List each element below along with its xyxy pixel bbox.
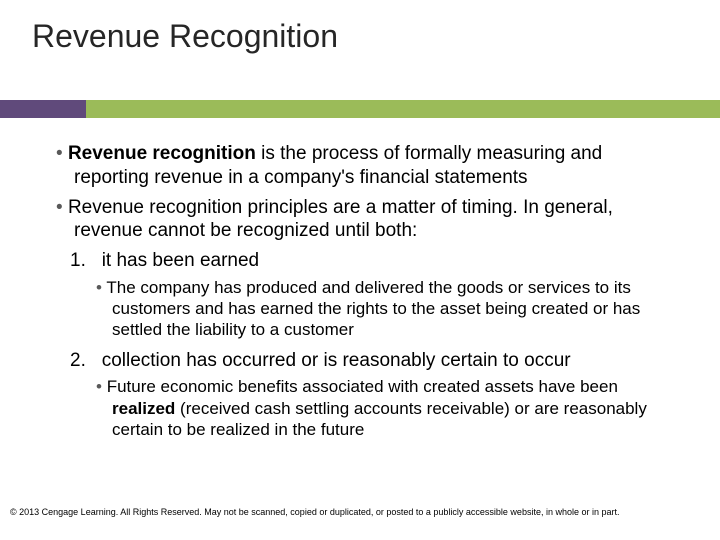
accent-bar: [0, 100, 720, 118]
sub-bullet-2b: (received cash settling accounts receiva…: [112, 399, 647, 439]
numbered-2-text: collection has occurred or is reasonably…: [102, 350, 571, 371]
numbered-2-num: 2.: [70, 350, 86, 371]
numbered-1-num: 1.: [70, 250, 86, 271]
slide: { "title": "Revenue Recognition", "accen…: [0, 0, 720, 540]
numbered-1: 1. it has been earned: [56, 249, 676, 273]
sub-bullet-2: Future economic benefits associated with…: [74, 376, 676, 440]
copyright-text: © 2013 Cengage Learning. All Rights Rese…: [10, 507, 710, 518]
sub-bullet-2-bold: realized: [112, 399, 175, 418]
slide-body: Revenue recognition is the process of fo…: [56, 142, 676, 448]
bullet-2: Revenue recognition principles are a mat…: [56, 196, 676, 244]
sub-bullet-1: The company has produced and delivered t…: [74, 277, 676, 341]
sub-bullet-2a: Future economic benefits associated with…: [107, 377, 618, 396]
slide-title: Revenue Recognition: [0, 0, 720, 55]
accent-purple: [0, 100, 86, 118]
bullet-1-lead: Revenue recognition: [68, 143, 256, 164]
numbered-1-text: it has been earned: [102, 250, 259, 271]
numbered-2: 2. collection has occurred or is reasona…: [56, 349, 676, 373]
accent-olive: [86, 100, 720, 118]
bullet-1: Revenue recognition is the process of fo…: [56, 142, 676, 190]
